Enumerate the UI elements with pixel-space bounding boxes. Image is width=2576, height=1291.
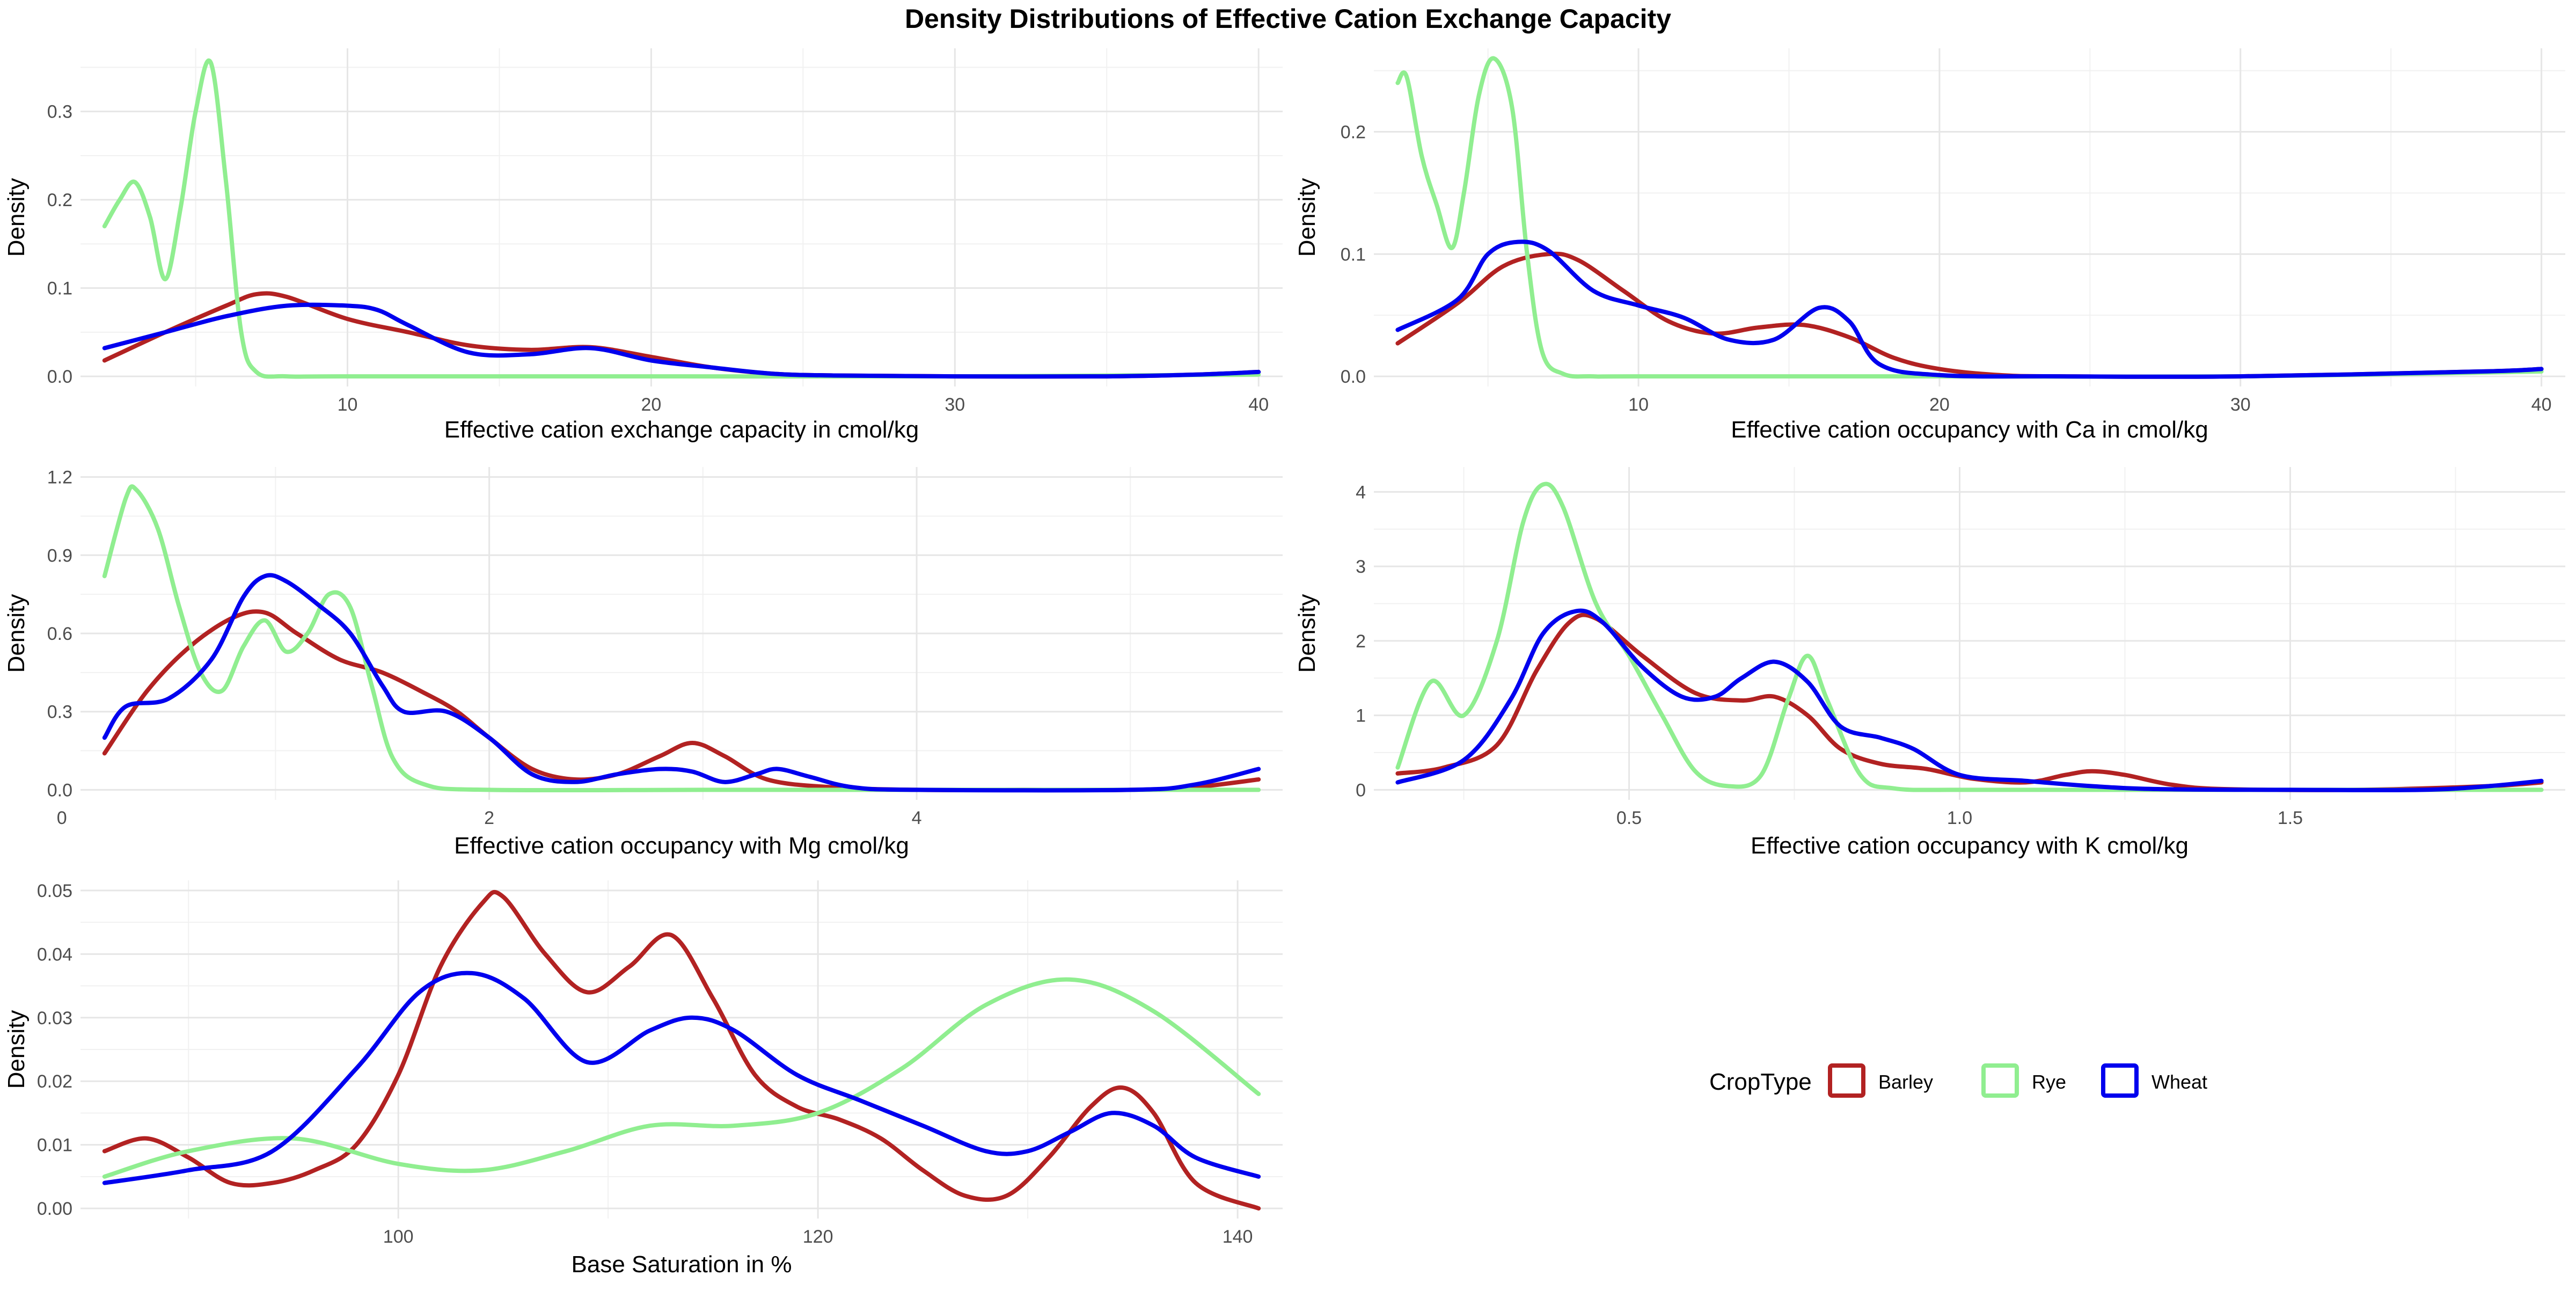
- x-axis-label: Effective cation occupancy with Ca in cm…: [1731, 417, 2208, 443]
- x-tick-label: 10: [338, 395, 358, 415]
- y-tick-label: 1: [1356, 706, 1366, 726]
- series-line-wheat: [102, 302, 1261, 379]
- y-tick-label: 0.03: [37, 1008, 72, 1029]
- panel-4: 0.5 1.0 1.5 0 1 2 3 4 Effective cation occupancy…: [1294, 467, 2565, 859]
- x-tick-label: 20: [641, 395, 661, 415]
- x-tick-label: 0.5: [1616, 808, 1642, 828]
- series-line-wheat: [1395, 239, 2544, 379]
- y-tick-label: 0.02: [37, 1071, 72, 1092]
- y-tick-label: 0.6: [47, 624, 72, 644]
- y-tick-label: 0.01: [37, 1135, 72, 1156]
- y-tick-label: 3: [1356, 557, 1366, 577]
- x-tick-label: 20: [1929, 395, 1950, 415]
- legend-item-barley: Barley: [1828, 1063, 1933, 1098]
- y-tick-label: 0.1: [1341, 244, 1366, 265]
- y-tick-label: 0.0: [1341, 367, 1366, 387]
- y-tick-label: 2: [1356, 631, 1366, 652]
- legend-key-wheat: [2101, 1063, 2139, 1098]
- x-tick-label: 2: [484, 808, 494, 828]
- series-line-rye: [1395, 482, 2544, 792]
- legend: CropType Barley Rye Wheat: [1709, 1063, 2207, 1098]
- series-line-rye: [102, 59, 1261, 379]
- x-tick-label: 4: [912, 808, 922, 828]
- legend-label: Wheat: [2151, 1071, 2207, 1093]
- series-line-wheat: [102, 971, 1261, 1185]
- x-tick-label: 30: [2230, 395, 2251, 415]
- x-axis-label: Base Saturation in %: [572, 1251, 792, 1278]
- series-line-wheat: [102, 573, 1261, 793]
- panel-2: 10 20 30 40 0.0 0.1 0.2 Effective cation occupa…: [1294, 48, 2565, 443]
- x-tick-label: 120: [803, 1227, 833, 1247]
- panel-5: 100 120 140 0.00 0.01 0.02 0.03 0.04 0.05 Base Sa…: [3, 880, 1283, 1278]
- x-axis-label: Effective cation occupancy with Mg cmol/…: [454, 833, 909, 859]
- series-line-rye: [1395, 56, 2544, 379]
- y-tick-label: 0.0: [47, 367, 72, 387]
- y-axis-label: Density: [1294, 594, 1320, 673]
- legend-label: Rye: [2032, 1071, 2066, 1093]
- legend-title: CropType: [1709, 1069, 1812, 1095]
- y-tick-label: 4: [1356, 482, 1366, 502]
- x-tick-label: 100: [383, 1227, 414, 1247]
- chart-title: Density Distributions of Effective Catio…: [904, 4, 1672, 34]
- y-tick-label: 0.9: [47, 545, 72, 566]
- legend-item-wheat: Wheat: [2101, 1063, 2207, 1098]
- legend-key-rye: [1981, 1063, 2019, 1098]
- x-axis-label: Effective cation occupancy with K cmol/k…: [1751, 833, 2189, 859]
- y-tick-label: 0.05: [37, 881, 72, 901]
- legend-item-rye: Rye: [1981, 1063, 2066, 1098]
- y-tick-label: 0.2: [1341, 122, 1366, 143]
- x-tick-label: 40: [2531, 395, 2552, 415]
- x-tick-label: 1.0: [1947, 808, 1972, 828]
- x-tick-label: 10: [1628, 395, 1649, 415]
- y-tick-label: 0.3: [47, 702, 72, 723]
- x-tick-label: 1.5: [2278, 808, 2303, 828]
- panel-3: 0 2 4 0.0 0.3 0.6 0.9 1.2 Effective cation occup…: [3, 467, 1283, 859]
- y-tick-label: 0.1: [47, 279, 72, 299]
- y-tick-label: 0: [1356, 780, 1366, 800]
- x-axis-label: Effective cation exchange capacity in cm…: [444, 417, 919, 443]
- x-tick-label: 40: [1248, 395, 1269, 415]
- series-line-barley: [102, 889, 1261, 1211]
- x-tick-label: 140: [1223, 1227, 1253, 1247]
- y-tick-label: 1.2: [47, 468, 72, 488]
- y-tick-label: 0.04: [37, 944, 72, 965]
- y-tick-label: 0.2: [47, 190, 72, 210]
- x-tick-label: 30: [945, 395, 965, 415]
- series-line-rye: [102, 977, 1261, 1179]
- panel-1: 10 20 30 40 0.0 0.1 0.2 0.3 Effective cation exc…: [3, 48, 1283, 443]
- y-axis-label: Density: [1294, 178, 1320, 257]
- series-line-rye: [102, 484, 1261, 793]
- legend-label: Barley: [1878, 1071, 1933, 1093]
- x-tick-label: 0: [57, 808, 67, 828]
- y-tick-label: 0.3: [47, 102, 72, 122]
- y-axis-label: Density: [3, 178, 30, 257]
- y-tick-label: 0.0: [47, 780, 72, 800]
- y-axis-label: Density: [3, 594, 30, 673]
- legend-key-barley: [1828, 1063, 1865, 1098]
- y-tick-label: 0.00: [37, 1199, 72, 1219]
- series-line-wheat: [1395, 608, 2544, 792]
- y-axis-label: Density: [3, 1010, 30, 1089]
